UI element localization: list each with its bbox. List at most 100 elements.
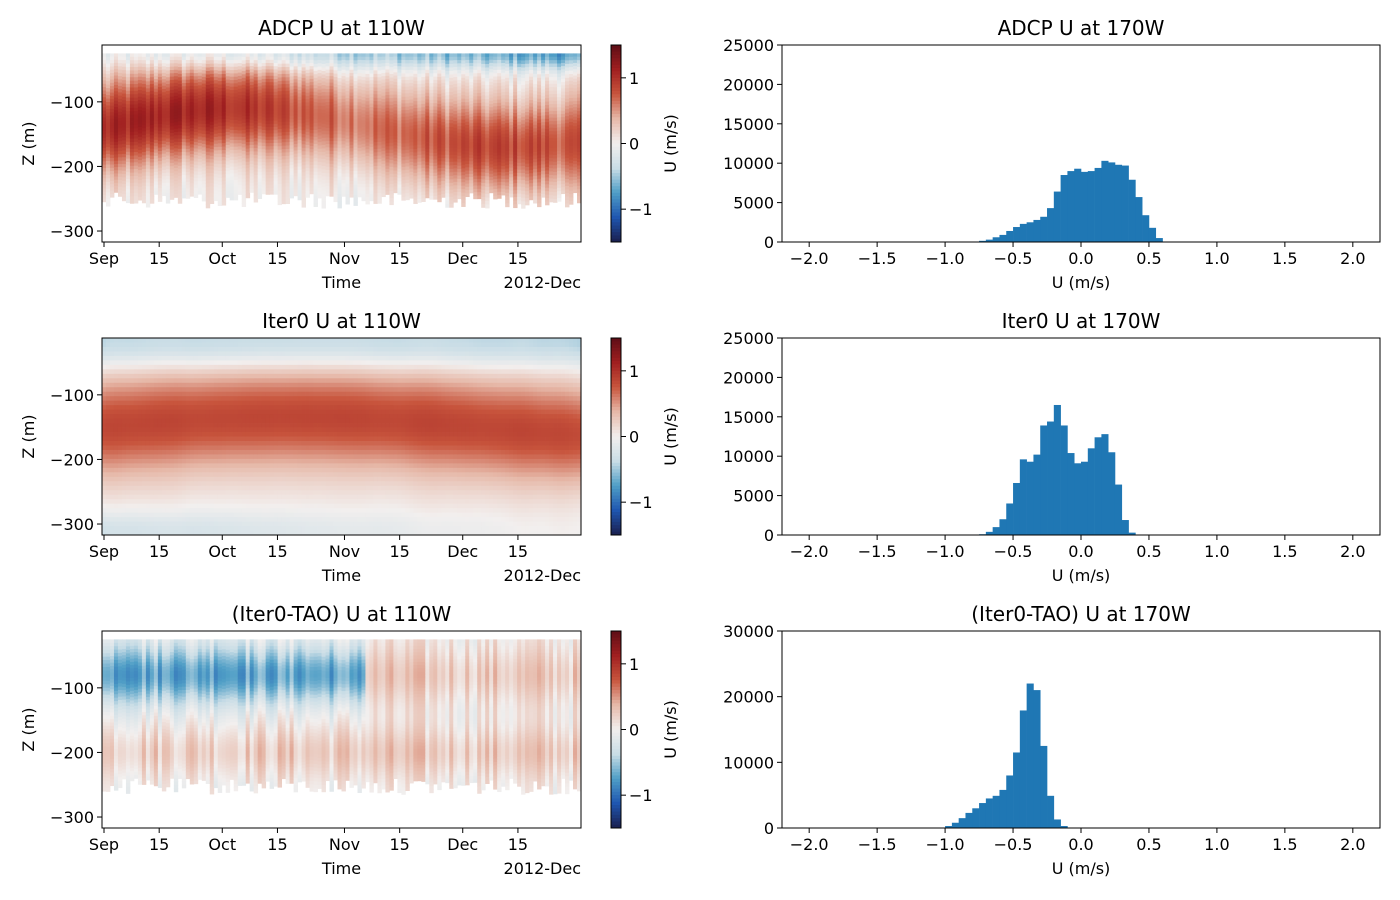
heatmap-cell	[513, 60, 518, 65]
heatmap-cell	[165, 87, 171, 92]
heatmap-cell	[357, 174, 362, 178]
heatmap-cell	[537, 70, 542, 75]
heatmap-cell	[265, 79, 271, 83]
heatmap-cell	[149, 124, 155, 129]
heatmap-cell	[133, 94, 139, 99]
heatmap-cell	[549, 77, 554, 81]
heatmap-cell	[225, 99, 231, 103]
heatmap-cell	[241, 154, 247, 159]
heatmap-cell	[273, 82, 279, 86]
heatmap-cell	[201, 63, 207, 68]
heatmap-cell	[549, 131, 554, 135]
heatmap-cell	[513, 186, 518, 191]
heatmap-cell	[213, 53, 219, 58]
heatmap-cell	[269, 143, 275, 147]
heatmap-cell	[433, 139, 438, 144]
heatmap-cell	[229, 133, 235, 138]
heatmap-cell	[241, 63, 247, 68]
heatmap-cell	[269, 139, 275, 144]
heatmap-cell	[529, 113, 534, 118]
heatmap-cell	[377, 97, 382, 102]
heatmap-cell	[185, 96, 191, 100]
heatmap-cell	[545, 129, 550, 133]
heatmap-cell	[365, 63, 370, 68]
heatmap-cell	[553, 63, 558, 68]
heatmap-cell	[185, 69, 191, 74]
heatmap-cell	[325, 121, 330, 126]
heatmap-cell	[329, 95, 334, 100]
heatmap-cell	[497, 191, 502, 196]
heatmap-cell	[337, 148, 342, 153]
heatmap-cell	[441, 109, 446, 113]
heatmap-cell	[321, 127, 326, 132]
heatmap-cell	[157, 194, 163, 199]
heatmap-cell	[389, 74, 394, 78]
heatmap-cell	[541, 144, 546, 149]
heatmap-cell	[205, 60, 211, 65]
heatmap-cell	[217, 181, 223, 186]
heatmap-cell	[117, 118, 123, 123]
heatmap-cell	[261, 171, 267, 176]
heatmap-cell	[129, 148, 135, 153]
heatmap-cell	[425, 53, 430, 58]
heatmap-cell	[345, 166, 350, 171]
heatmap-cell	[137, 60, 143, 64]
heatmap-cell	[185, 76, 191, 81]
heatmap-cell	[205, 158, 211, 163]
heatmap-cell	[469, 94, 474, 99]
heatmap-cell	[429, 162, 434, 167]
heatmap-cell	[477, 145, 482, 150]
heatmap-cell	[313, 116, 318, 120]
heatmap-cell	[285, 135, 291, 140]
heatmap-cell	[473, 195, 478, 200]
heatmap-cell	[281, 166, 287, 170]
heatmap-cell	[477, 53, 482, 58]
heatmap-cell	[181, 142, 187, 146]
heatmap-cell	[249, 141, 255, 146]
heatmap-cell	[201, 120, 207, 125]
heatmap-cell	[401, 83, 406, 88]
heatmap-cell	[193, 102, 199, 107]
heatmap-cell	[365, 166, 370, 171]
heatmap-cell	[525, 94, 530, 99]
heatmap-cell	[473, 69, 478, 74]
heatmap-cell	[401, 126, 406, 131]
heatmap-cell	[337, 176, 342, 181]
heatmap-cell	[269, 181, 275, 186]
heatmap-cell	[485, 116, 490, 121]
heatmap-cell	[145, 147, 151, 152]
heatmap-cell	[165, 189, 171, 194]
heatmap-cell	[433, 53, 438, 58]
heatmap-cell	[429, 139, 434, 144]
heatmap-cell	[217, 195, 223, 200]
heatmap-cell	[269, 111, 275, 115]
heatmap-cell	[433, 93, 438, 97]
heatmap-cell	[257, 139, 263, 143]
heatmap-cell	[333, 147, 338, 152]
heatmap-cell	[509, 135, 514, 139]
heatmap-cell	[313, 196, 318, 201]
heatmap-cell	[305, 131, 310, 136]
heatmap-cell	[305, 141, 310, 146]
heatmap-cell	[325, 114, 330, 119]
heatmap-cell	[281, 128, 287, 133]
heatmap-cell	[381, 105, 386, 110]
heatmap-cell	[445, 67, 450, 72]
heatmap-cell	[277, 153, 283, 157]
heatmap-cell	[545, 53, 550, 58]
heatmap-cell	[521, 166, 526, 170]
heatmap-cell	[481, 158, 486, 163]
heatmap-cell	[437, 60, 442, 64]
heatmap-cell	[165, 196, 171, 201]
heatmap-cell	[361, 167, 366, 171]
heatmap-cell	[317, 96, 322, 100]
heatmap-cell	[461, 88, 466, 93]
heatmap-cell	[413, 176, 418, 181]
heatmap-cell	[257, 132, 263, 137]
heatmap-cell	[329, 154, 334, 158]
heatmap-cell	[321, 183, 326, 188]
heatmap-cell	[269, 152, 275, 157]
heatmap-cell	[281, 118, 287, 123]
heatmap-cell	[221, 187, 227, 192]
heatmap-cell	[237, 133, 243, 138]
